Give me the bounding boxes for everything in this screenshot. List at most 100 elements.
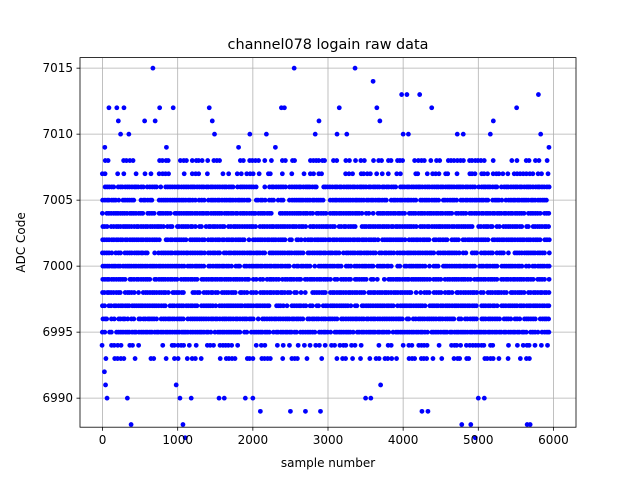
data-point (437, 158, 443, 163)
data-point (105, 158, 111, 163)
data-point (494, 263, 500, 269)
data-point (391, 250, 397, 256)
data-point (156, 171, 162, 177)
data-point (301, 171, 307, 177)
data-point (202, 250, 207, 256)
data-point (383, 197, 389, 203)
data-point (194, 276, 200, 282)
data-point (374, 105, 380, 111)
data-point (240, 158, 246, 163)
data-point (209, 118, 215, 124)
data-point (309, 303, 315, 309)
data-point (490, 118, 496, 124)
data-point (390, 303, 396, 309)
data-point (217, 356, 223, 361)
data-point (310, 210, 316, 216)
data-point (319, 356, 325, 361)
data-point (123, 158, 129, 163)
data-point (506, 342, 511, 348)
data-point (523, 329, 529, 335)
data-point (546, 224, 551, 229)
data-point (253, 290, 259, 295)
data-point (229, 342, 235, 348)
data-point (521, 290, 527, 295)
data-point (263, 131, 269, 137)
data-point (189, 158, 195, 163)
data-point (545, 342, 550, 348)
data-point (313, 342, 319, 348)
data-point (532, 316, 538, 322)
data-point (121, 105, 127, 111)
data-point (481, 158, 487, 163)
data-point (102, 369, 107, 375)
data-point (102, 329, 108, 335)
data-point (537, 237, 543, 243)
data-point (546, 290, 552, 295)
data-point (436, 197, 442, 203)
data-point (409, 342, 415, 348)
data-point (532, 342, 538, 348)
data-point (334, 276, 340, 282)
data-point (490, 158, 496, 163)
data-point (361, 171, 367, 177)
data-point (343, 171, 349, 177)
data-point (246, 276, 252, 282)
data-point (114, 105, 120, 111)
data-point (307, 263, 313, 269)
data-point (181, 342, 187, 348)
data-point (343, 356, 348, 361)
data-point (220, 171, 226, 177)
data-point (102, 144, 108, 150)
data-point (133, 171, 139, 177)
data-point (189, 171, 195, 177)
data-point (456, 250, 462, 256)
data-point (323, 210, 329, 216)
data-point (140, 210, 146, 216)
data-point (431, 250, 437, 256)
data-point (124, 395, 130, 401)
data-point (496, 356, 502, 361)
data-point (118, 250, 123, 256)
data-point (158, 184, 164, 190)
data-point (173, 382, 179, 388)
data-point (375, 237, 381, 243)
data-point (196, 158, 201, 163)
data-point (332, 224, 337, 229)
data-point (456, 237, 461, 243)
data-point (376, 356, 382, 361)
data-point (454, 197, 460, 203)
data-point (402, 210, 407, 216)
data-point (130, 158, 136, 163)
data-point (318, 408, 323, 414)
data-point (253, 276, 259, 282)
data-point (334, 356, 340, 361)
data-point (164, 144, 169, 150)
data-point (438, 276, 444, 282)
data-point (142, 118, 148, 124)
x-tick-label: 0 (99, 433, 107, 447)
data-point (99, 210, 105, 216)
data-point (106, 105, 112, 111)
data-point (300, 316, 306, 322)
data-point (343, 158, 349, 163)
x-tick-label: 4000 (388, 433, 419, 447)
data-point (312, 329, 318, 335)
data-point (242, 395, 248, 401)
data-point (121, 356, 127, 361)
data-point (394, 356, 399, 361)
data-point (386, 329, 392, 335)
data-point (526, 158, 532, 163)
data-point (184, 356, 190, 361)
data-point (262, 197, 268, 203)
data-point (246, 237, 252, 243)
data-point (361, 158, 367, 163)
data-point (250, 356, 256, 361)
data-point (284, 303, 290, 309)
data-point (151, 210, 157, 216)
data-point (545, 171, 551, 177)
data-point (546, 303, 552, 309)
data-point (367, 171, 373, 177)
data-point (494, 184, 500, 190)
data-point (121, 171, 127, 177)
data-point (460, 131, 466, 137)
